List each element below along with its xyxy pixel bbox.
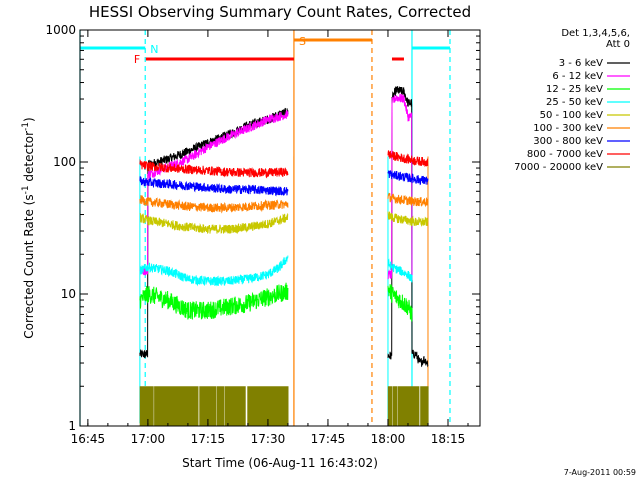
series-2: [139, 282, 413, 322]
x-tick-label-2: 17:15: [191, 432, 226, 446]
series-1: [139, 93, 413, 281]
legend-label-4: 50 - 100 keV: [540, 110, 604, 121]
series-line-5-0: [139, 195, 289, 214]
y-tick-label-0: 1: [68, 419, 76, 433]
plot-frame: [79, 29, 481, 427]
plot-area: NF S: [79, 30, 451, 426]
series-6: [139, 170, 429, 197]
flag-label-F: F: [134, 53, 140, 66]
series-line-8-0: [139, 386, 289, 426]
series-line-6-0: [139, 176, 289, 197]
y-tick-label-1: 10: [61, 287, 76, 301]
y-tick-label-3: 1000: [45, 23, 76, 37]
legend-label-8: 7000 - 20000 keV: [514, 162, 603, 173]
x-tick-label-6: 18:15: [431, 432, 466, 446]
legend-label-2: 12 - 25 keV: [546, 84, 603, 95]
series-line-6-1: [387, 170, 429, 186]
legend-label-0: 3 - 6 keV: [559, 58, 603, 69]
series-line-2-1: [387, 284, 413, 322]
x-axis: 16:45 17:00 17:15 17:30 17:45 18:00 18:15: [71, 30, 469, 446]
y-axis-label-part-1: -1: [21, 185, 31, 194]
legend-label-6: 300 - 800 keV: [533, 136, 603, 147]
legend-label-1: 6 - 12 keV: [552, 71, 603, 82]
series-line-0-1: [387, 86, 429, 368]
series-line-1-1: [387, 93, 413, 281]
y-axis-label-part-4: ): [22, 117, 36, 122]
series-7: [139, 150, 429, 179]
legend-label-5: 100 - 300 keV: [533, 123, 603, 134]
x-tick-label-1: 17:00: [131, 432, 166, 446]
x-tick-label-0: 16:45: [71, 432, 106, 446]
series-line-4-1: [387, 211, 429, 227]
series-5: [139, 192, 429, 214]
series-8: [139, 386, 429, 426]
series-line-7-1: [387, 150, 429, 168]
y-tick-label-2: 100: [53, 155, 76, 169]
y-axis: 1 10 100 1000: [45, 23, 480, 433]
series-line-8-1: [387, 386, 429, 426]
series-line-4-0: [139, 212, 289, 235]
legend-label-3: 25 - 50 keV: [546, 97, 603, 108]
y-axis-label: Corrected Count Rate (s-1 detector-1): [21, 117, 36, 338]
legend-header-0: Det 1,3,4,5,6,: [561, 28, 630, 39]
x-tick-label-4: 17:45: [311, 432, 346, 446]
flag-label-N: N: [150, 43, 158, 56]
y-axis-label-part-3: -1: [21, 122, 31, 131]
series-line-3-1: [387, 258, 413, 283]
x-tick-label-3: 17:30: [251, 432, 286, 446]
series-line-3-0: [139, 255, 289, 287]
series-line-2-0: [139, 282, 289, 320]
x-axis-label: Start Time (06-Aug-11 16:43:02): [182, 456, 378, 470]
series-line-1-0: [139, 109, 289, 276]
series-line-7-0: [139, 158, 289, 179]
y-axis-label-part-2: detector: [22, 131, 36, 186]
legend-label-7: 800 - 7000 keV: [527, 149, 603, 160]
y-axis-label-part-0: Corrected Count Rate (s: [22, 194, 36, 338]
legend-header-1: Att 0: [606, 39, 630, 50]
chart-title: HESSI Observing Summary Count Rates, Cor…: [89, 3, 471, 21]
series-3: [139, 255, 413, 287]
legend: Det 1,3,4,5,6,Att 03 - 6 keV 6 - 12 keV 12…: [514, 28, 630, 173]
series-4: [139, 211, 429, 235]
generated-timestamp: 7-Aug-2011 00:59: [564, 468, 636, 477]
x-tick-label-5: 18:00: [371, 432, 406, 446]
series-line-5-1: [387, 192, 429, 208]
flag-label-S: S: [299, 35, 306, 48]
